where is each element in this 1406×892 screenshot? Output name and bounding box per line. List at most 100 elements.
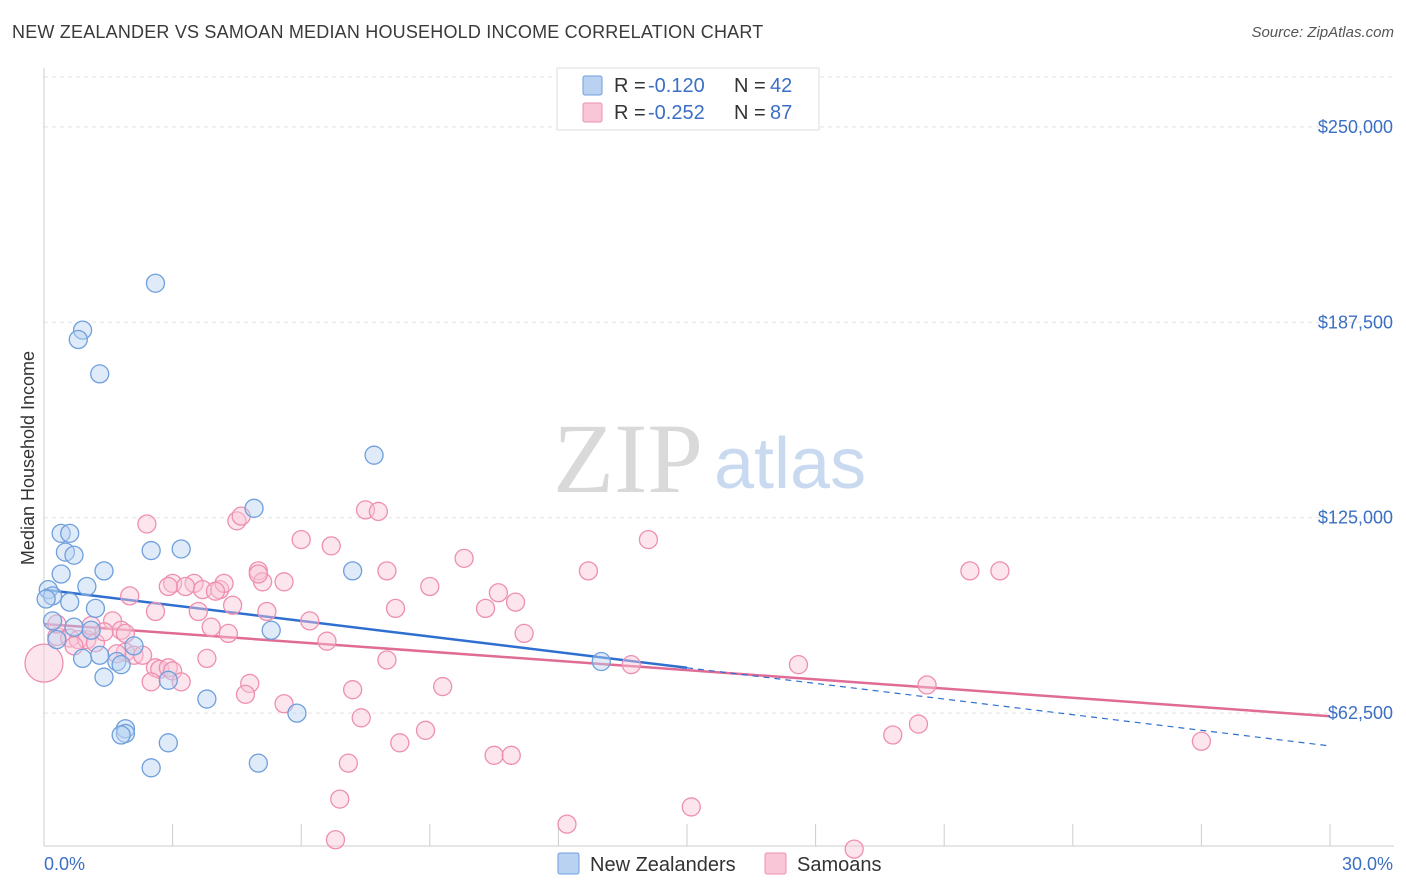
- point-new-zealander: [171, 539, 191, 559]
- x-tick-label-max: 30.0%: [1342, 854, 1393, 874]
- point-samoan: [475, 598, 496, 619]
- point-samoan: [240, 673, 260, 694]
- point-new-zealander: [77, 576, 97, 597]
- trend-line-samoans: [43, 622, 1331, 718]
- stats-legend-r-value-1: -0.120: [648, 75, 705, 97]
- point-new-zealander: [72, 648, 93, 669]
- stats-legend-n-value-2: 87: [770, 102, 792, 124]
- y-tick-labels: $62,500 $125,000 $187,500 $250,000: [1318, 117, 1393, 723]
- legend-label-new-zealanders: New Zealanders: [590, 854, 736, 876]
- stats-legend: R = -0.120 N = 42 R = -0.252 N = 87: [556, 67, 820, 131]
- point-samoan: [578, 561, 599, 581]
- point-new-zealander: [287, 703, 307, 723]
- chart-title: NEW ZEALANDER VS SAMOAN MEDIAN HOUSEHOLD…: [12, 22, 764, 42]
- point-samoan: [514, 623, 534, 644]
- point-new-zealander: [47, 629, 67, 650]
- x-tick-label-min: 0.0%: [44, 854, 85, 874]
- point-new-zealander: [364, 445, 384, 465]
- point-samoan: [557, 814, 577, 834]
- point-samoan: [638, 529, 659, 550]
- point-samoan: [24, 643, 64, 683]
- stats-legend-swatch-blue: [582, 75, 603, 96]
- point-samoan: [291, 529, 311, 550]
- point-new-zealander: [51, 564, 71, 584]
- trend-line-new-zealanders: [43, 588, 688, 670]
- point-samoan: [107, 644, 127, 664]
- point-samoan: [248, 564, 268, 584]
- point-new-zealander: [85, 598, 106, 619]
- point-samoan: [415, 720, 436, 740]
- point-samoan: [788, 655, 809, 675]
- point-new-zealander: [141, 540, 161, 561]
- point-new-zealander: [60, 523, 80, 543]
- point-samoan: [188, 601, 208, 622]
- point-samoan: [1191, 731, 1212, 751]
- point-samoan: [368, 501, 389, 522]
- point-samoan: [257, 601, 277, 622]
- point-samoan: [274, 694, 294, 714]
- point-new-zealander: [90, 645, 110, 665]
- point-samoan: [218, 623, 238, 644]
- watermark-zip: ZIP: [553, 403, 703, 514]
- point-samoan: [454, 548, 474, 569]
- point-samoan: [351, 708, 371, 728]
- stats-legend-r-value-2: -0.252: [648, 102, 705, 124]
- data-points: [24, 273, 1212, 859]
- point-new-zealander: [60, 592, 80, 612]
- point-new-zealander: [36, 589, 56, 609]
- point-samoan: [175, 576, 196, 597]
- y-tick-label: $62,500: [1328, 703, 1393, 723]
- trend-lines: [43, 588, 1331, 747]
- point-new-zealander: [124, 636, 144, 656]
- point-samoan: [908, 714, 929, 734]
- watermark-atlas: atlas: [714, 424, 866, 504]
- point-new-zealander: [90, 364, 110, 384]
- point-samoan: [917, 675, 937, 695]
- point-samoan: [325, 830, 346, 850]
- y-tick-label: $250,000: [1318, 117, 1393, 137]
- point-samoan: [377, 650, 397, 670]
- stats-legend-n-label-2: N =: [734, 102, 766, 124]
- point-samoan: [484, 745, 504, 765]
- point-new-zealander: [111, 725, 131, 745]
- point-new-zealander: [94, 561, 114, 581]
- point-samoan: [235, 684, 256, 705]
- point-samoan: [621, 655, 641, 675]
- point-samoan: [377, 561, 397, 581]
- point-samoan: [158, 576, 178, 597]
- stats-legend-r-label-2: R =: [614, 102, 646, 124]
- legend-label-samoans: Samoans: [797, 854, 882, 876]
- point-samoan: [338, 753, 359, 773]
- trend-line-new-zealanders-extension: [686, 667, 1331, 747]
- point-new-zealander: [261, 620, 281, 640]
- point-samoan: [505, 592, 526, 612]
- point-new-zealander: [64, 617, 84, 637]
- point-samoan: [330, 789, 350, 809]
- source-label: Source: ZipAtlas.com: [1251, 24, 1394, 41]
- point-samoan: [201, 617, 221, 637]
- grid-lines: [44, 76, 1394, 714]
- point-new-zealander: [248, 753, 268, 773]
- x-tick-labels: 0.0% 30.0%: [44, 854, 1393, 874]
- point-new-zealander: [42, 611, 63, 631]
- point-samoan: [120, 586, 140, 606]
- legend-swatch-samoans: [764, 852, 787, 875]
- stats-legend-n-value-1: 42: [770, 75, 792, 97]
- point-samoan: [488, 583, 509, 603]
- point-new-zealander: [81, 620, 101, 640]
- stats-legend-swatch-pink: [582, 102, 603, 123]
- point-new-zealander: [158, 670, 178, 690]
- watermark: ZIP atlas: [553, 403, 866, 514]
- point-samoan: [197, 648, 217, 669]
- point-new-zealander: [68, 329, 88, 350]
- point-samoan: [390, 733, 410, 753]
- point-samoan: [205, 581, 226, 601]
- point-new-zealander: [94, 667, 114, 687]
- y-tick-label: $187,500: [1318, 312, 1393, 332]
- point-samoan: [145, 601, 166, 622]
- point-new-zealander: [158, 733, 178, 753]
- point-samoan: [300, 611, 320, 631]
- stats-legend-n-label-1: N =: [734, 75, 766, 97]
- point-samoan: [883, 725, 903, 745]
